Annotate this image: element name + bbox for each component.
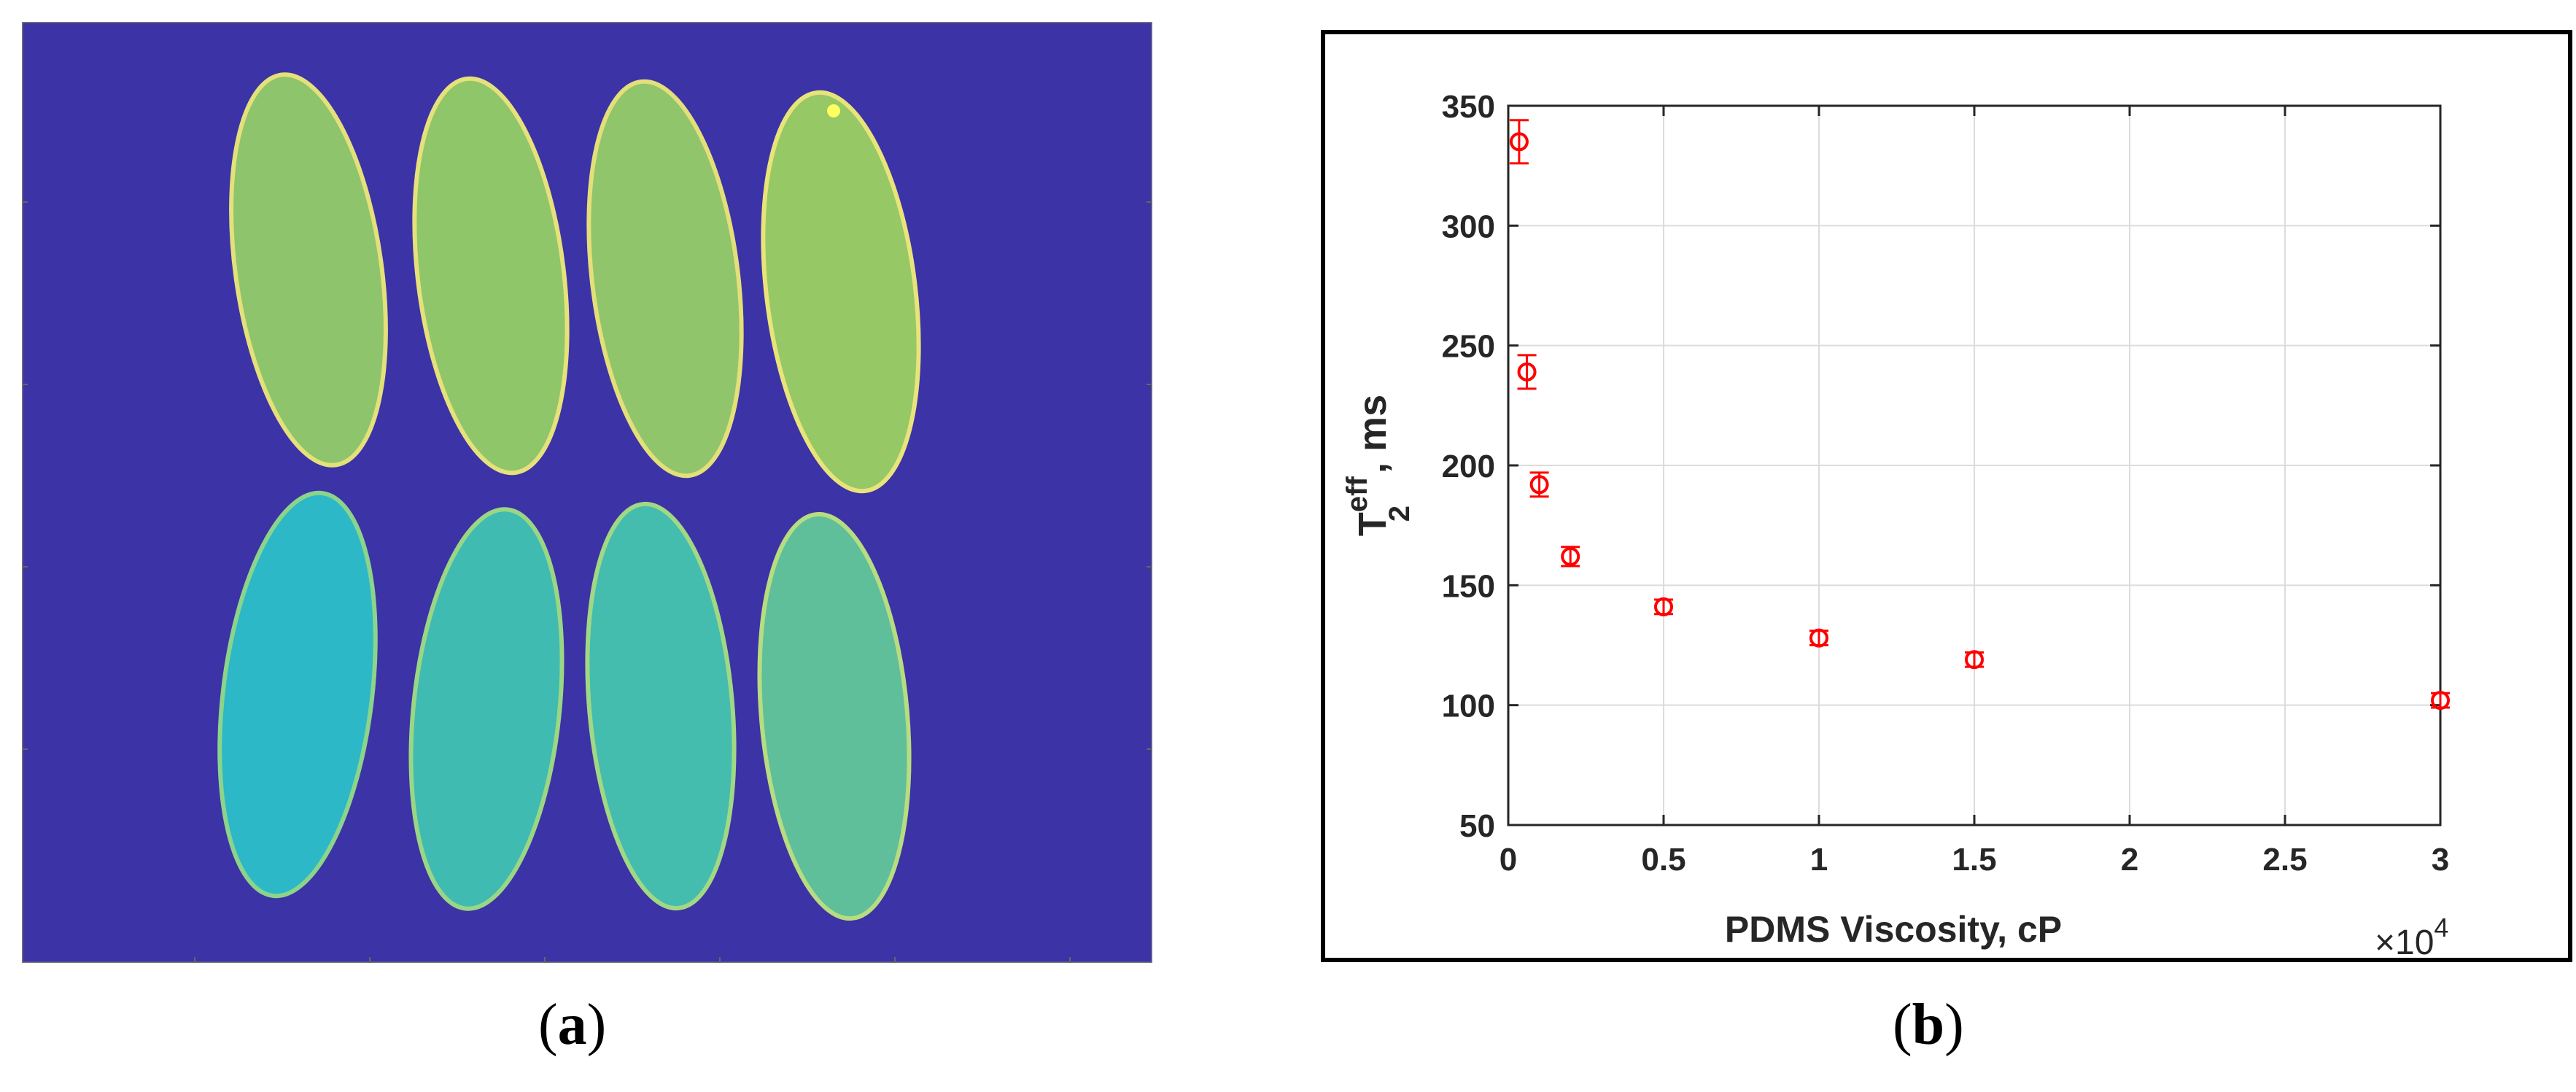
mri-image (20, 20, 1154, 964)
chart-outer-frame (1321, 30, 2572, 962)
x-axis-label: PDMS Viscosity, cP (1725, 909, 2062, 950)
ellipse-top-3 (586, 79, 744, 479)
x-tick-labels: 0 0.5 1 1.5 2 2.5 3 (1500, 842, 2449, 878)
ellipse-top-1 (229, 72, 388, 468)
y-tick-label: 200 (1442, 449, 1495, 484)
x-tick-label: 0 (1500, 842, 1517, 878)
x-tick-label: 3 (2432, 842, 2449, 878)
caption-a: (a) (538, 993, 607, 1057)
data-point (1509, 132, 1529, 152)
ellipse-bottom-2 (408, 507, 565, 911)
x-tick-label: 1 (1810, 842, 1828, 878)
scatter-chart: 0 0.5 1 1.5 2 2.5 3 50 100 150 200 250 300 350 PDMS … (1321, 30, 2572, 962)
bright-spot (827, 104, 840, 117)
data-point (1517, 362, 1537, 382)
y-tick-label: 300 (1442, 209, 1495, 244)
image-frame-ticks (22, 201, 1152, 963)
data-point (1965, 650, 1984, 670)
y-label-sub: 2 (1384, 506, 1416, 522)
x-multiplier-exp: 4 (2434, 913, 2448, 942)
y-tick-label: 350 (1442, 89, 1495, 125)
caption-b-letter: b (1912, 993, 1945, 1057)
y-tick-label: 100 (1442, 689, 1495, 724)
y-tick-label: 250 (1442, 329, 1495, 365)
ellipse-bottom-3 (585, 501, 737, 911)
y-label-main: T (1351, 512, 1394, 536)
ellipse-top-2 (412, 76, 570, 476)
data-points (1509, 119, 2450, 710)
ellipse-bottom-1 (217, 490, 378, 899)
y-tick-label: 50 (1459, 808, 1495, 844)
caption-a-letter: a (557, 993, 587, 1057)
y-label-suffix: , ms (1351, 395, 1394, 473)
x-tick-label: 0.5 (1641, 842, 1685, 878)
x-tick-label: 2.5 (2262, 842, 2307, 878)
data-point (1561, 546, 1580, 566)
data-point (1529, 475, 1549, 495)
data-point (2431, 691, 2450, 710)
x-multiplier: ×104 (2375, 913, 2448, 962)
data-point (1809, 628, 1828, 648)
image-background (20, 20, 1154, 964)
x-tick-label: 2 (2121, 842, 2138, 878)
scatter-chart-panel: 0 0.5 1 1.5 2 2.5 3 50 100 150 200 250 300 350 PDMS … (1320, 29, 2573, 963)
y-axis-label: Teff 2 , ms (1341, 395, 1416, 536)
y-label-sup: eff (1341, 476, 1373, 513)
axis-ticks (1507, 104, 2442, 826)
y-tick-label: 150 (1442, 568, 1495, 604)
ellipse-top-4 (761, 90, 921, 494)
mri-image-panel (20, 20, 1154, 964)
caption-b: (b) (1893, 993, 1964, 1057)
x-tick-label: 1.5 (1952, 842, 1996, 878)
ellipse-bottom-4 (757, 511, 912, 921)
y-tick-labels: 50 100 150 200 250 300 350 (1442, 89, 1495, 844)
x-multiplier-base: ×10 (2375, 923, 2434, 962)
data-point (1654, 597, 1673, 616)
